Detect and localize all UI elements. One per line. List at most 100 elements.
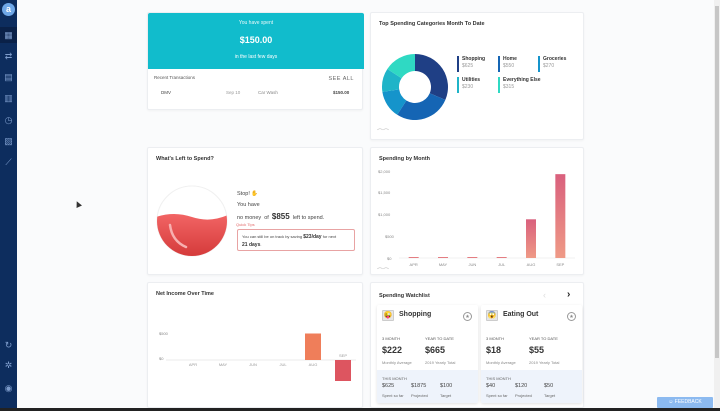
three-month-label: 3 MONTH	[382, 336, 400, 341]
donut-slice-utilities	[382, 69, 402, 92]
account-icon[interactable]: ◉	[4, 383, 13, 393]
ytd-label: YEAR TO DATE	[425, 336, 454, 341]
x-tick-may: MAY	[439, 262, 448, 267]
y-tick: $500	[159, 331, 168, 336]
y-tick: $500	[385, 234, 394, 239]
target-label: Target	[440, 393, 452, 398]
star-icon[interactable]: ★	[463, 312, 472, 321]
feedback-icon: ☺	[668, 399, 674, 405]
legend-value: $270	[543, 63, 555, 69]
tip-end: .	[260, 242, 262, 247]
net-income-title: Net Income Over Time	[156, 291, 214, 297]
watchlist-card-shopping[interactable]: 😜 Shopping ★ 3 MONTH YEAR TO DATE $222 $…	[377, 305, 478, 403]
see-all-link[interactable]: SEE ALL	[328, 76, 354, 82]
scrollbar-thumb[interactable]	[715, 6, 719, 358]
x-tick-may: MAY	[219, 362, 228, 367]
vertical-scrollbar[interactable]	[714, 0, 720, 408]
ytd-label: YEAR TO DATE	[529, 336, 558, 341]
projected-value: $1875	[411, 383, 427, 389]
legend-home: Home $550	[498, 56, 517, 72]
next-arrow[interactable]: ›	[567, 289, 571, 300]
transaction-category: Car Wash	[258, 90, 278, 95]
this-month-label: THIS MONTH	[382, 376, 407, 381]
spent-label: You have spent	[238, 20, 274, 26]
left-to-spend-line: no money of $855 left to spend.	[237, 212, 324, 221]
tip-prefix: You can still be on track by saving	[242, 234, 303, 239]
watchlist-card-eating-out[interactable]: 😱 Eating Out ★ 3 MONTH YEAR TO DATE $18 …	[481, 305, 582, 403]
tip-amount: $23/day	[303, 234, 322, 240]
donut-slice-everything-else	[387, 54, 415, 79]
ytd-sub: 2019 Yearly Total	[425, 360, 456, 365]
donut-slice-groceries	[382, 89, 407, 115]
x-tick-jun: JUN	[468, 262, 476, 267]
categories-title: Top Spending Categories Month To Date	[379, 21, 485, 27]
feedback-label: FEEDBACK	[674, 399, 702, 405]
transaction-amount: $150.00	[333, 90, 350, 95]
x-tick-aug: AUG	[309, 362, 318, 367]
spent-amount: $150.00	[239, 35, 273, 45]
spending-watchlist-card: Spending Watchlist ‹ › 😜 Shopping ★ 3 MO…	[370, 282, 584, 408]
x-tick-aug: AUG	[527, 262, 536, 267]
sidebar: a ▦ ⇄ ▤ ▥ ◷ ▧ ⟋ ↻ ✲ ◉	[0, 0, 17, 408]
legend-label: Everything Else	[503, 77, 541, 83]
top-categories-card: Top Spending Categories Month To Date Sh…	[370, 12, 584, 140]
refresh-icon[interactable]: ↻	[4, 340, 13, 350]
y-tick: $1,500	[378, 190, 391, 195]
x-tick-apr: APR	[189, 362, 197, 367]
gauge-fill	[157, 214, 227, 256]
bar-jun	[467, 257, 478, 258]
legend-label: Utilities	[462, 77, 481, 83]
left-amount: $855	[271, 212, 290, 221]
categories-donut-chart	[382, 54, 448, 120]
y-tick: $0	[387, 256, 392, 261]
document-icon[interactable]: ▤	[4, 72, 13, 82]
legend-everything-else: Everything Else $315	[498, 77, 541, 93]
projected-label: Projected	[411, 393, 428, 398]
report-icon[interactable]: ▧	[4, 136, 13, 146]
ytd-value: $55	[529, 345, 545, 355]
spending-by-month-title: Spending by Month	[379, 156, 431, 162]
spending-by-month-chart: APR MAY JUN JUL AUG SEP	[399, 174, 575, 267]
star-icon[interactable]: ★	[567, 312, 576, 321]
prev-arrow[interactable]: ‹	[543, 290, 546, 300]
watch-category-name: Eating Out	[503, 311, 539, 318]
left-to-spend-card: What's Left to Spend?	[147, 147, 363, 275]
goal-icon[interactable]: ◷	[4, 115, 13, 125]
chart-icon[interactable]: ⟋	[5, 157, 12, 167]
y-tick: $2,000	[378, 169, 391, 174]
three-month-value: $222	[382, 345, 403, 355]
app-logo[interactable]: a	[2, 3, 15, 16]
y-tick: $1,000	[378, 212, 391, 217]
dashboard-icon[interactable]: ▦	[0, 27, 17, 43]
spent-summary: You have spent $150.00 in the last few d…	[148, 13, 364, 69]
tip-days: 21 days	[242, 242, 261, 248]
settings-icon[interactable]: ✲	[4, 360, 13, 370]
bar-sep	[335, 360, 351, 381]
feedback-button[interactable]: ☺ FEEDBACK	[657, 397, 713, 408]
transfer-icon[interactable]: ⇄	[4, 51, 13, 61]
x-tick-sep: SEP	[339, 353, 347, 358]
quick-tip-box: You can still be on track by saving $23/…	[237, 229, 355, 251]
spinner-icon: ⌒⌒	[377, 269, 390, 275]
spent-label: Spent so far	[382, 393, 404, 398]
three-month-sub: Monthly Average	[382, 360, 412, 365]
of-label: of	[264, 215, 269, 221]
projected-value: $120	[515, 383, 528, 389]
three-month-sub: Monthly Average	[486, 360, 516, 365]
three-month-label: 3 MONTH	[486, 336, 504, 341]
projected-label: Projected	[515, 393, 532, 398]
donut-slice-home	[397, 93, 446, 120]
x-tick-jul: JUL	[279, 362, 287, 367]
legend-label: Shopping	[462, 56, 486, 62]
net-income-chart: APR MAY JUN JUL AUG SEP	[166, 333, 356, 381]
dashboard-main	[17, 0, 714, 408]
legend-value: $230	[462, 84, 474, 90]
legend-label: Home	[503, 56, 517, 62]
legend-value: $625	[462, 63, 474, 69]
budget-icon[interactable]: ▥	[4, 93, 13, 103]
spent-label: Spent so far	[486, 393, 508, 398]
stop-label: Stop!	[237, 191, 250, 197]
legend-groceries: Groceries $270	[538, 56, 566, 72]
left-to-spend-suffix: left to spend.	[292, 215, 325, 221]
legend-shopping: Shopping $625	[457, 56, 485, 72]
